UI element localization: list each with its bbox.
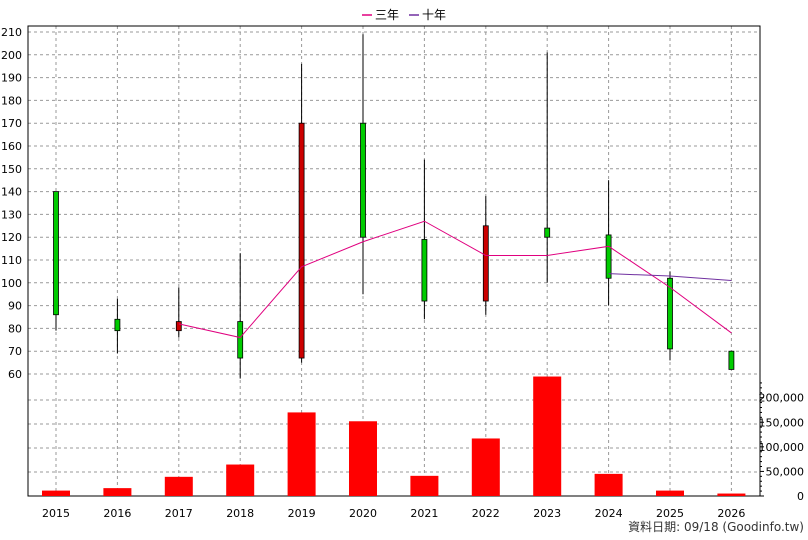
volume-bar	[287, 412, 316, 496]
price-tick-label: 140	[1, 186, 22, 199]
volume-bar	[103, 488, 132, 496]
volume-bar	[164, 476, 193, 496]
price-tick-label: 70	[8, 345, 22, 358]
price-tick-label: 170	[1, 117, 22, 130]
data-date-credit: 資料日期: 09/18 (Goodinfo.tw)	[628, 520, 804, 534]
candle-body	[728, 350, 735, 370]
volume-bar	[42, 490, 70, 496]
year-tick-label: 2024	[595, 507, 623, 520]
candle-body	[360, 122, 366, 238]
candle-body	[114, 318, 121, 332]
candle-body	[421, 239, 428, 302]
volume-bar	[656, 490, 684, 496]
grid	[28, 26, 760, 496]
candle-body	[667, 277, 673, 350]
volume-bars	[42, 376, 746, 496]
price-tick-label: 60	[8, 368, 22, 381]
candles	[53, 34, 735, 379]
price-tick-label: 90	[8, 300, 22, 313]
year-tick-label: 2022	[472, 507, 500, 520]
legend-label-10yr: 十年	[422, 8, 446, 22]
volume-bar	[349, 421, 377, 496]
price-tick-label: 160	[1, 140, 22, 153]
year-tick-label: 2018	[226, 507, 254, 520]
price-tick-label: 110	[1, 254, 22, 267]
volume-bar	[594, 473, 623, 496]
axis-labels: 60 70 80 90 100 110 120 130 140 150 160 170 180 190 20…	[1, 26, 804, 520]
volume-tick-label: 100,000	[759, 441, 805, 454]
candle-body	[482, 225, 489, 302]
volume-tick-label: 150,000	[759, 416, 805, 429]
volume-bar	[410, 475, 439, 496]
volume-tick-label: 200,000	[759, 392, 805, 405]
candle-body	[298, 122, 305, 359]
year-tick-label: 2026	[717, 507, 745, 520]
series-line	[608, 273, 732, 282]
year-tick-label: 2025	[656, 507, 684, 520]
legend-label-3yr: 三年	[375, 8, 399, 22]
price-tick-label: 130	[1, 208, 22, 221]
series-line	[178, 220, 732, 339]
candle-body	[605, 234, 612, 279]
candle-body	[544, 227, 551, 238]
year-tick-label: 2015	[42, 507, 70, 520]
year-tick-label: 2020	[349, 507, 377, 520]
price-tick-label: 80	[8, 322, 22, 335]
price-tick-label: 200	[1, 49, 22, 62]
year-tick-label: 2016	[103, 507, 131, 520]
plot-frame	[27, 25, 761, 497]
year-tick-label: 2023	[533, 507, 561, 520]
candle-body	[175, 321, 182, 332]
year-tick-label: 2017	[165, 507, 193, 520]
legend: 三年 十年	[362, 8, 446, 22]
price-tick-label: 120	[1, 231, 22, 244]
volume-bar	[226, 464, 255, 496]
moving-average-lines	[178, 220, 732, 339]
volume-tick-label: 0	[797, 490, 804, 503]
price-tick-label: 150	[1, 163, 22, 176]
year-tick-label: 2021	[410, 507, 438, 520]
candle-body	[53, 191, 59, 316]
volume-bar	[471, 438, 500, 496]
volume-bar	[533, 376, 562, 496]
price-tick-label: 180	[1, 94, 22, 107]
volume-bar	[717, 493, 746, 496]
year-tick-label: 2019	[288, 507, 316, 520]
volume-tick-label: 50,000	[766, 465, 805, 478]
price-tick-label: 190	[1, 72, 22, 85]
price-tick-label: 210	[1, 26, 22, 39]
price-tick-label: 100	[1, 277, 22, 290]
candle-body	[237, 321, 244, 359]
